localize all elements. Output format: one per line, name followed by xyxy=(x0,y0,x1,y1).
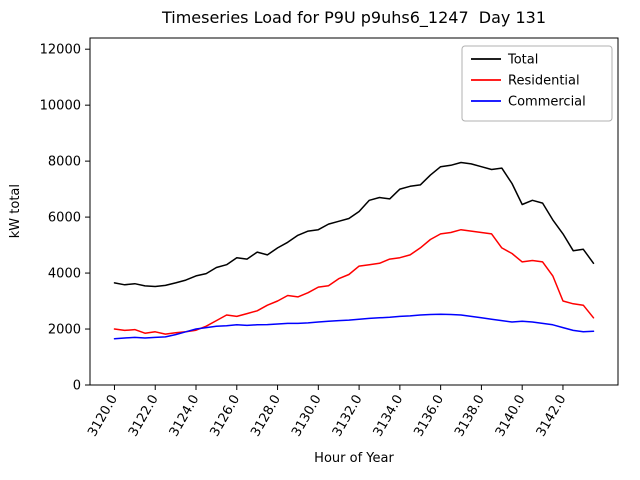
x-tick-label: 3130.0 xyxy=(289,393,325,440)
legend-label: Total xyxy=(507,53,538,68)
axes-frame xyxy=(89,37,619,386)
x-tick-label: 3136.0 xyxy=(411,393,447,440)
x-tick-label: 3124.0 xyxy=(167,393,203,440)
x-tick-label: 3134.0 xyxy=(371,393,407,440)
x-tick-label: 3128.0 xyxy=(248,393,284,440)
y-tick-label: 0 xyxy=(73,379,81,394)
series-line-commercial xyxy=(113,313,595,340)
y-tick-label: 8000 xyxy=(48,155,81,170)
series-line-residential xyxy=(113,228,595,335)
y-axis-label: kW total xyxy=(7,184,23,239)
legend-box xyxy=(461,45,613,122)
x-tick-label: 3126.0 xyxy=(208,393,244,440)
x-tick-label: 3122.0 xyxy=(126,393,162,440)
y-tick-label: 4000 xyxy=(48,267,81,282)
x-tick-label: 3140.0 xyxy=(493,393,529,440)
legend-label: Commercial xyxy=(508,95,586,110)
x-tick-label: 3138.0 xyxy=(452,393,488,440)
x-tick-label: 3132.0 xyxy=(330,393,366,440)
series-line-total xyxy=(113,161,595,288)
chart-title: Timeseries Load for P9U p9uhs6_1247 Day … xyxy=(161,8,547,27)
x-axis-label: Hour of Year xyxy=(314,451,394,466)
legend-label: Residential xyxy=(508,74,580,89)
y-tick-label: 2000 xyxy=(48,323,81,338)
y-tick-label: 12000 xyxy=(40,43,81,58)
x-tick-label: 3142.0 xyxy=(534,393,570,440)
y-tick-label: 6000 xyxy=(48,211,81,226)
x-tick-label: 3120.0 xyxy=(85,393,121,440)
y-axis-label-wrap: kW total xyxy=(2,38,28,385)
y-tick-label: 10000 xyxy=(40,99,81,114)
